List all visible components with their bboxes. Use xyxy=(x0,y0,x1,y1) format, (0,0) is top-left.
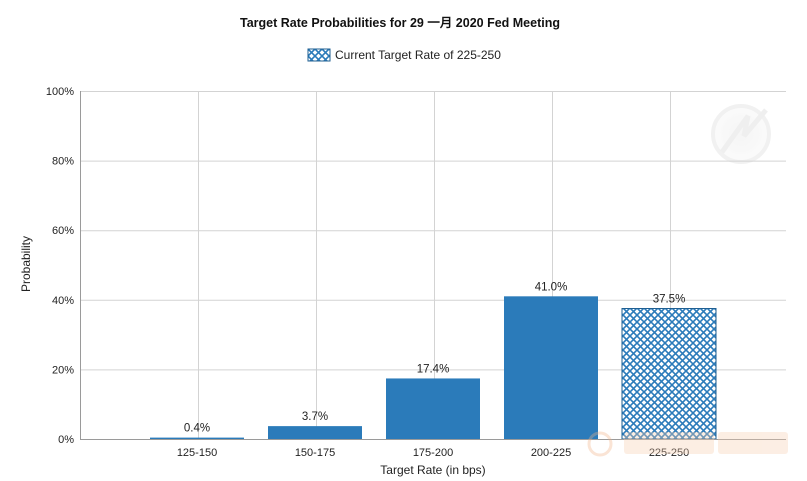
y-axis-ticks: 0% 20% 40% 60% 80% 100% xyxy=(46,86,74,446)
bar-150-175 xyxy=(268,426,362,439)
axes xyxy=(80,91,786,440)
x-tick-label: 200-225 xyxy=(531,447,571,459)
data-label: 17.4% xyxy=(417,363,450,375)
bar-125-150 xyxy=(150,437,244,439)
plot-area: 0% 20% 40% 60% 80% 100% 0.4% 3.7% 17.4% 41.0% 37.… xyxy=(46,86,786,459)
watermark-logo xyxy=(711,104,771,164)
x-tick-label: 150-175 xyxy=(295,447,335,459)
y-tick-label: 0% xyxy=(58,434,74,446)
data-label: 0.4% xyxy=(184,423,210,435)
legend: Current Target Rate of 225-250 xyxy=(307,48,501,62)
x-tick-label: 175-200 xyxy=(413,447,453,459)
x-axis-ticks: 125-150 150-175 175-200 200-225 225-250 xyxy=(177,447,689,459)
bars xyxy=(150,296,717,440)
y-tick-label: 40% xyxy=(52,295,74,307)
bar-175-200 xyxy=(386,378,480,439)
data-label: 41.0% xyxy=(535,281,568,293)
bar-200-225 xyxy=(504,296,598,439)
y-axis-title: Probability xyxy=(19,236,33,292)
data-label: 3.7% xyxy=(302,411,328,423)
y-tick-label: 80% xyxy=(52,156,74,168)
watermark-badge xyxy=(587,431,788,457)
y-tick-label: 20% xyxy=(52,364,74,376)
y-tick-label: 60% xyxy=(52,225,74,237)
chart-title: Target Rate Probabilities for 29 一月 2020… xyxy=(240,16,560,30)
data-labels: 0.4% 3.7% 17.4% 41.0% 37.5% xyxy=(184,281,685,434)
data-label: 37.5% xyxy=(653,294,686,306)
y-tick-label: 100% xyxy=(46,86,74,98)
x-tick-label: 225-250 xyxy=(649,447,689,459)
x-tick-label: 125-150 xyxy=(177,447,217,459)
legend-swatch xyxy=(307,48,331,62)
x-axis-title: Target Rate (in bps) xyxy=(380,463,485,477)
bar-225-250 xyxy=(621,308,717,440)
legend-label: Current Target Rate of 225-250 xyxy=(335,48,501,62)
